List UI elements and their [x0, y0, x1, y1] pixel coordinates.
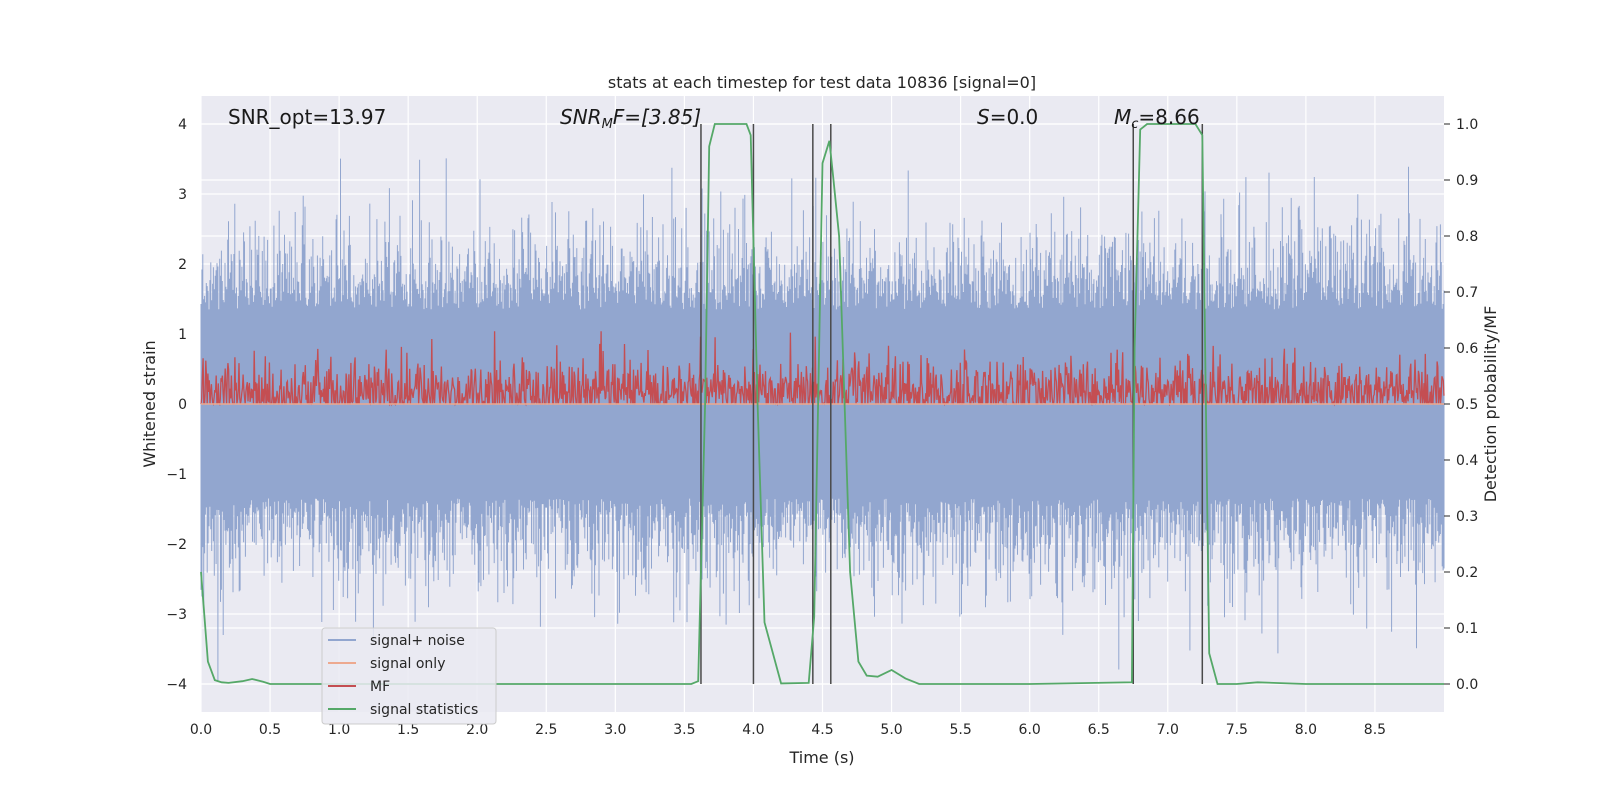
- annotation-s-value: =0.0: [990, 105, 1039, 129]
- annotation-snr-mf-sub: M: [602, 117, 613, 132]
- annotation-s: S=0.0: [977, 105, 1038, 129]
- x-tick-0: 0.0: [190, 722, 212, 738]
- y2-tick-7: 0.7: [1456, 285, 1478, 301]
- y-axis-label: Whitened strain: [140, 340, 159, 467]
- y2-tick-2: 0.2: [1456, 565, 1478, 581]
- signal-statistics-line: [200, 123, 1444, 685]
- x-tick-14: 7.0: [1157, 722, 1179, 738]
- y2-tick-10: 1.0: [1456, 117, 1478, 133]
- y-tick-1: −3: [166, 607, 187, 623]
- x-tick-8: 4.0: [742, 722, 764, 738]
- legend-box: [321, 627, 497, 725]
- chart-title: stats at each timestep for test data 108…: [608, 73, 1036, 92]
- legend-label-signal-noise: signal+ noise: [370, 633, 465, 649]
- annotation-mc-sub: c: [1131, 117, 1138, 132]
- y2-tick-0: 0.0: [1456, 677, 1478, 693]
- y-tick-8: 4: [178, 117, 187, 133]
- x-tick-13: 6.5: [1088, 722, 1110, 738]
- legend-label-signal-statistics: signal statistics: [370, 702, 478, 718]
- x-tick-1: 0.5: [259, 722, 281, 738]
- x-tick-6: 3.0: [604, 722, 626, 738]
- annotation-snr-mf-value: F=[3.85]: [613, 105, 701, 129]
- y-tick-7: 3: [178, 187, 187, 203]
- y-tick-2: −2: [166, 537, 187, 553]
- annotation-mc: Mc=8.66: [1114, 105, 1200, 132]
- annotation-snr-mf-symbol: SNR: [560, 105, 602, 129]
- x-tick-15: 7.5: [1226, 722, 1248, 738]
- x-tick-3: 1.5: [397, 722, 419, 738]
- y-tick-6: 2: [178, 257, 187, 273]
- x-tick-12: 6.0: [1019, 722, 1041, 738]
- y2-tick-6: 0.6: [1456, 341, 1478, 357]
- y2-tick-3: 0.3: [1456, 509, 1478, 525]
- x-tick-9: 4.5: [811, 722, 833, 738]
- y2-tick-8: 0.8: [1456, 229, 1478, 245]
- x-tick-10: 5.0: [880, 722, 902, 738]
- x-axis-label: Time (s): [788, 748, 854, 767]
- x-ticks: 0.0 0.5 1.0 1.5 2.0 2.5 3.0 3.5 4.0 4.5 5.0 5.5 6.0 6…: [190, 722, 1386, 738]
- series-signal-statistics: [200, 123, 1444, 685]
- legend-label-mf: MF: [370, 679, 390, 695]
- x-tick-7: 3.5: [673, 722, 695, 738]
- y2-tick-4: 0.4: [1456, 453, 1478, 469]
- y-ticks: −4 −3 −2 −1 0 1 2 3 4: [166, 117, 187, 693]
- x-tick-5: 2.5: [535, 722, 557, 738]
- x-tick-4: 2.0: [466, 722, 488, 738]
- y2-ticks: 0.0 0.1 0.2 0.3 0.4 0.5 0.6 0.7 0.8 0.9 1.0: [1444, 117, 1478, 693]
- y-tick-4: 0: [178, 397, 187, 413]
- y-tick-0: −4: [166, 677, 187, 693]
- y2-tick-1: 0.1: [1456, 621, 1478, 637]
- y-tick-3: −1: [166, 467, 187, 483]
- x-tick-17: 8.5: [1364, 722, 1386, 738]
- x-tick-16: 8.0: [1295, 722, 1317, 738]
- annotation-mc-value: =8.66: [1138, 105, 1199, 129]
- legend-label-signal-only: signal only: [370, 656, 445, 672]
- legend: signal+ noise signal only MF signal stat…: [321, 627, 497, 725]
- y2-tick-5: 0.5: [1456, 397, 1478, 413]
- annotation-mc-symbol: M: [1114, 105, 1131, 129]
- y-tick-5: 1: [178, 327, 187, 343]
- annotation-s-symbol: S: [977, 105, 990, 129]
- annotation-snr-mf: SNRMF=[3.85]: [560, 105, 701, 132]
- y2-tick-9: 0.9: [1456, 173, 1478, 189]
- y2-axis-label: Detection probability/MF: [1481, 306, 1500, 503]
- x-tick-2: 1.0: [328, 722, 350, 738]
- x-tick-11: 5.5: [949, 722, 971, 738]
- annotation-snr-opt: SNR_opt=13.97: [228, 105, 386, 129]
